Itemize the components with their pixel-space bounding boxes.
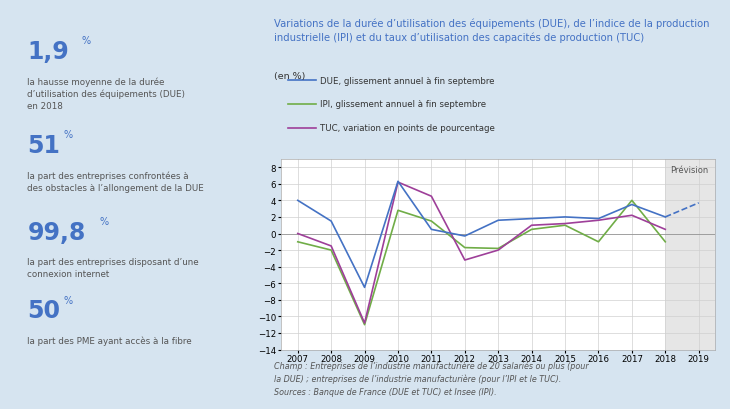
Text: la part des entreprises confrontées à
des obstacles à l’allongement de la DUE: la part des entreprises confrontées à de… [28,171,204,192]
Text: Variations de la durée d’utilisation des équipements (DUE), de l’indice de la pr: Variations de la durée d’utilisation des… [274,18,710,43]
Text: Champ : Entreprises de l’industrie manufacturière de 20 salariés ou plus (pour
l: Champ : Entreprises de l’industrie manuf… [274,361,588,396]
Text: 99,8: 99,8 [28,220,86,244]
Text: 50: 50 [28,299,61,323]
Text: %: % [64,295,73,305]
Text: la part des entreprises disposant d’une
connexion internet: la part des entreprises disposant d’une … [28,258,199,278]
Text: TUC, variation en points de pourcentage: TUC, variation en points de pourcentage [320,124,496,133]
Text: %: % [64,130,73,140]
Text: Prévision: Prévision [670,165,709,174]
Text: 1,9: 1,9 [28,40,69,63]
Text: la hausse moyenne de la durée
d’utilisation des équipements (DUE)
en 2018: la hausse moyenne de la durée d’utilisat… [28,77,185,110]
Text: IPI, glissement annuel à fin septembre: IPI, glissement annuel à fin septembre [320,100,487,109]
Text: 51: 51 [28,134,61,158]
Text: (en %): (en %) [274,72,305,81]
Text: la part des PME ayant accès à la fibre: la part des PME ayant accès à la fibre [28,336,192,346]
Bar [665,160,715,350]
Text: DUE, glissement annuel à fin septembre: DUE, glissement annuel à fin septembre [320,76,495,85]
Text: %: % [100,216,109,226]
Text: %: % [82,36,91,46]
